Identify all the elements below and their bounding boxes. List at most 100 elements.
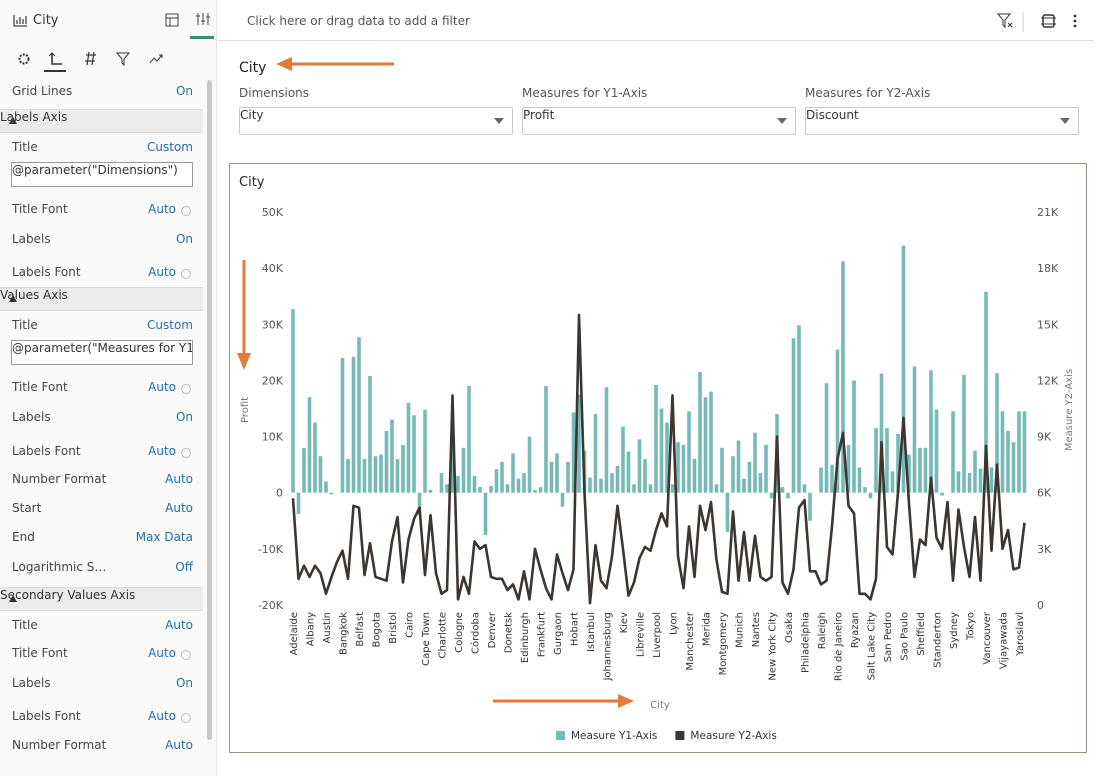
property-tabs[interactable] <box>14 50 164 70</box>
section-header[interactable]: Values Axis <box>0 287 203 311</box>
toolbar-icons[interactable] <box>996 10 1086 34</box>
property-value[interactable]: Custom <box>147 318 193 332</box>
property-value[interactable]: On <box>175 84 193 98</box>
y2-tick-label: 12K <box>1037 374 1059 387</box>
section-label: Secondary Values Axis <box>0 588 136 602</box>
x-tick-label: Philadelphia <box>801 612 812 673</box>
bar <box>511 453 515 493</box>
property-value[interactable]: Auto <box>148 202 176 216</box>
property-value[interactable]: Custom <box>147 140 193 154</box>
bar <box>610 473 614 493</box>
property-value[interactable]: Max Data <box>135 530 193 544</box>
text-input[interactable]: @parameter("Dimensions") <box>11 162 193 187</box>
reset-icon[interactable] <box>181 448 191 458</box>
bar <box>654 384 658 493</box>
section-header[interactable]: Secondary Values Axis <box>0 587 203 611</box>
bar <box>912 366 917 493</box>
property-label: Number Format <box>12 472 107 486</box>
property-value[interactable]: On <box>175 410 193 424</box>
bar <box>571 412 576 493</box>
bar <box>632 484 636 493</box>
x-tick-label: Cologne <box>454 612 465 653</box>
bar <box>670 484 675 493</box>
x-tick-label: Córdoba <box>470 612 482 654</box>
dropdown[interactable]: Profit <box>522 107 796 135</box>
property-label: Title Font <box>12 202 68 216</box>
property-value[interactable]: Auto <box>148 646 176 660</box>
property-row: Number Format Auto <box>0 468 203 492</box>
x-tick-label: Merida <box>702 612 713 646</box>
x-tick-label: Standerton <box>933 612 944 668</box>
dropdown[interactable]: City <box>239 107 513 135</box>
x-tick-label: Vancouver <box>982 611 993 665</box>
property-value[interactable]: Auto <box>165 501 193 515</box>
bar <box>929 370 933 493</box>
properties-tab[interactable] <box>194 10 212 28</box>
bar <box>846 444 851 493</box>
reset-icon[interactable] <box>181 269 191 279</box>
reset-icon[interactable] <box>181 713 191 723</box>
y2-tick-label: 18K <box>1037 262 1059 275</box>
property-label: Labels Font <box>12 265 81 279</box>
dropdown-value: Profit <box>523 108 555 122</box>
property-value[interactable]: On <box>175 232 193 246</box>
x-tick-label: Ryazan <box>850 612 861 648</box>
reset-icon[interactable] <box>181 650 191 660</box>
bar <box>456 475 460 493</box>
property-value[interactable]: On <box>175 676 193 690</box>
scrollbar[interactable] <box>207 80 212 740</box>
bar <box>560 492 565 507</box>
reset-icon[interactable] <box>181 206 191 216</box>
y-tick-label: 40K <box>262 262 284 275</box>
bar <box>379 454 383 493</box>
property-value[interactable]: Auto <box>148 709 176 723</box>
bar <box>857 467 862 493</box>
bar <box>423 409 427 493</box>
text-input[interactable]: @parameter("Measures for Y1-A <box>11 340 193 365</box>
bar <box>747 461 752 493</box>
bar <box>593 414 598 493</box>
section-header[interactable]: Labels Axis <box>0 109 203 133</box>
bar <box>692 459 697 493</box>
property-value[interactable]: Auto <box>165 472 193 486</box>
property-row: Labels On <box>0 406 203 430</box>
x-tick-label: Sao Paulo <box>900 612 911 661</box>
x-tick-label: Bogota <box>372 612 383 648</box>
reset-icon[interactable] <box>181 384 191 394</box>
bar <box>989 467 994 493</box>
grammar-tab[interactable] <box>164 12 180 28</box>
legend-swatch <box>675 731 685 740</box>
bar <box>362 459 367 493</box>
y2-tick-label: 6K <box>1037 487 1052 500</box>
property-value[interactable]: Off <box>175 560 193 574</box>
bar <box>786 492 790 499</box>
bar <box>296 492 301 515</box>
bar <box>307 397 312 493</box>
property-value[interactable]: Auto <box>148 265 176 279</box>
property-value[interactable]: Auto <box>148 444 176 458</box>
bar <box>731 456 735 493</box>
filter-placeholder[interactable]: Click here or drag data to add a filter <box>247 14 470 28</box>
x-tick-label: Frankfurt <box>537 612 548 657</box>
bar <box>467 386 471 493</box>
dropdown[interactable]: Discount <box>805 107 1079 135</box>
property-value[interactable]: Auto <box>148 380 176 394</box>
property-value[interactable]: Auto <box>165 618 193 632</box>
canvas-title: City <box>239 60 267 76</box>
bar <box>802 484 807 493</box>
x-tick-label: Edinburgh <box>520 612 531 663</box>
property-label: Logarithmic S… <box>12 560 107 574</box>
property-label: Title Font <box>12 380 68 394</box>
bar <box>500 461 504 493</box>
selector-label: Measures for Y1-Axis <box>522 86 648 100</box>
bar <box>626 451 631 493</box>
y-axis-title: Profit <box>240 397 251 423</box>
x-tick-label: Kiev <box>619 612 630 633</box>
bar <box>923 447 928 493</box>
property-value[interactable]: Auto <box>165 738 193 752</box>
input-value: @parameter("Dimensions") <box>12 163 178 177</box>
bar <box>819 467 823 493</box>
x-tick-label: Rio de Janeiro <box>834 612 845 681</box>
